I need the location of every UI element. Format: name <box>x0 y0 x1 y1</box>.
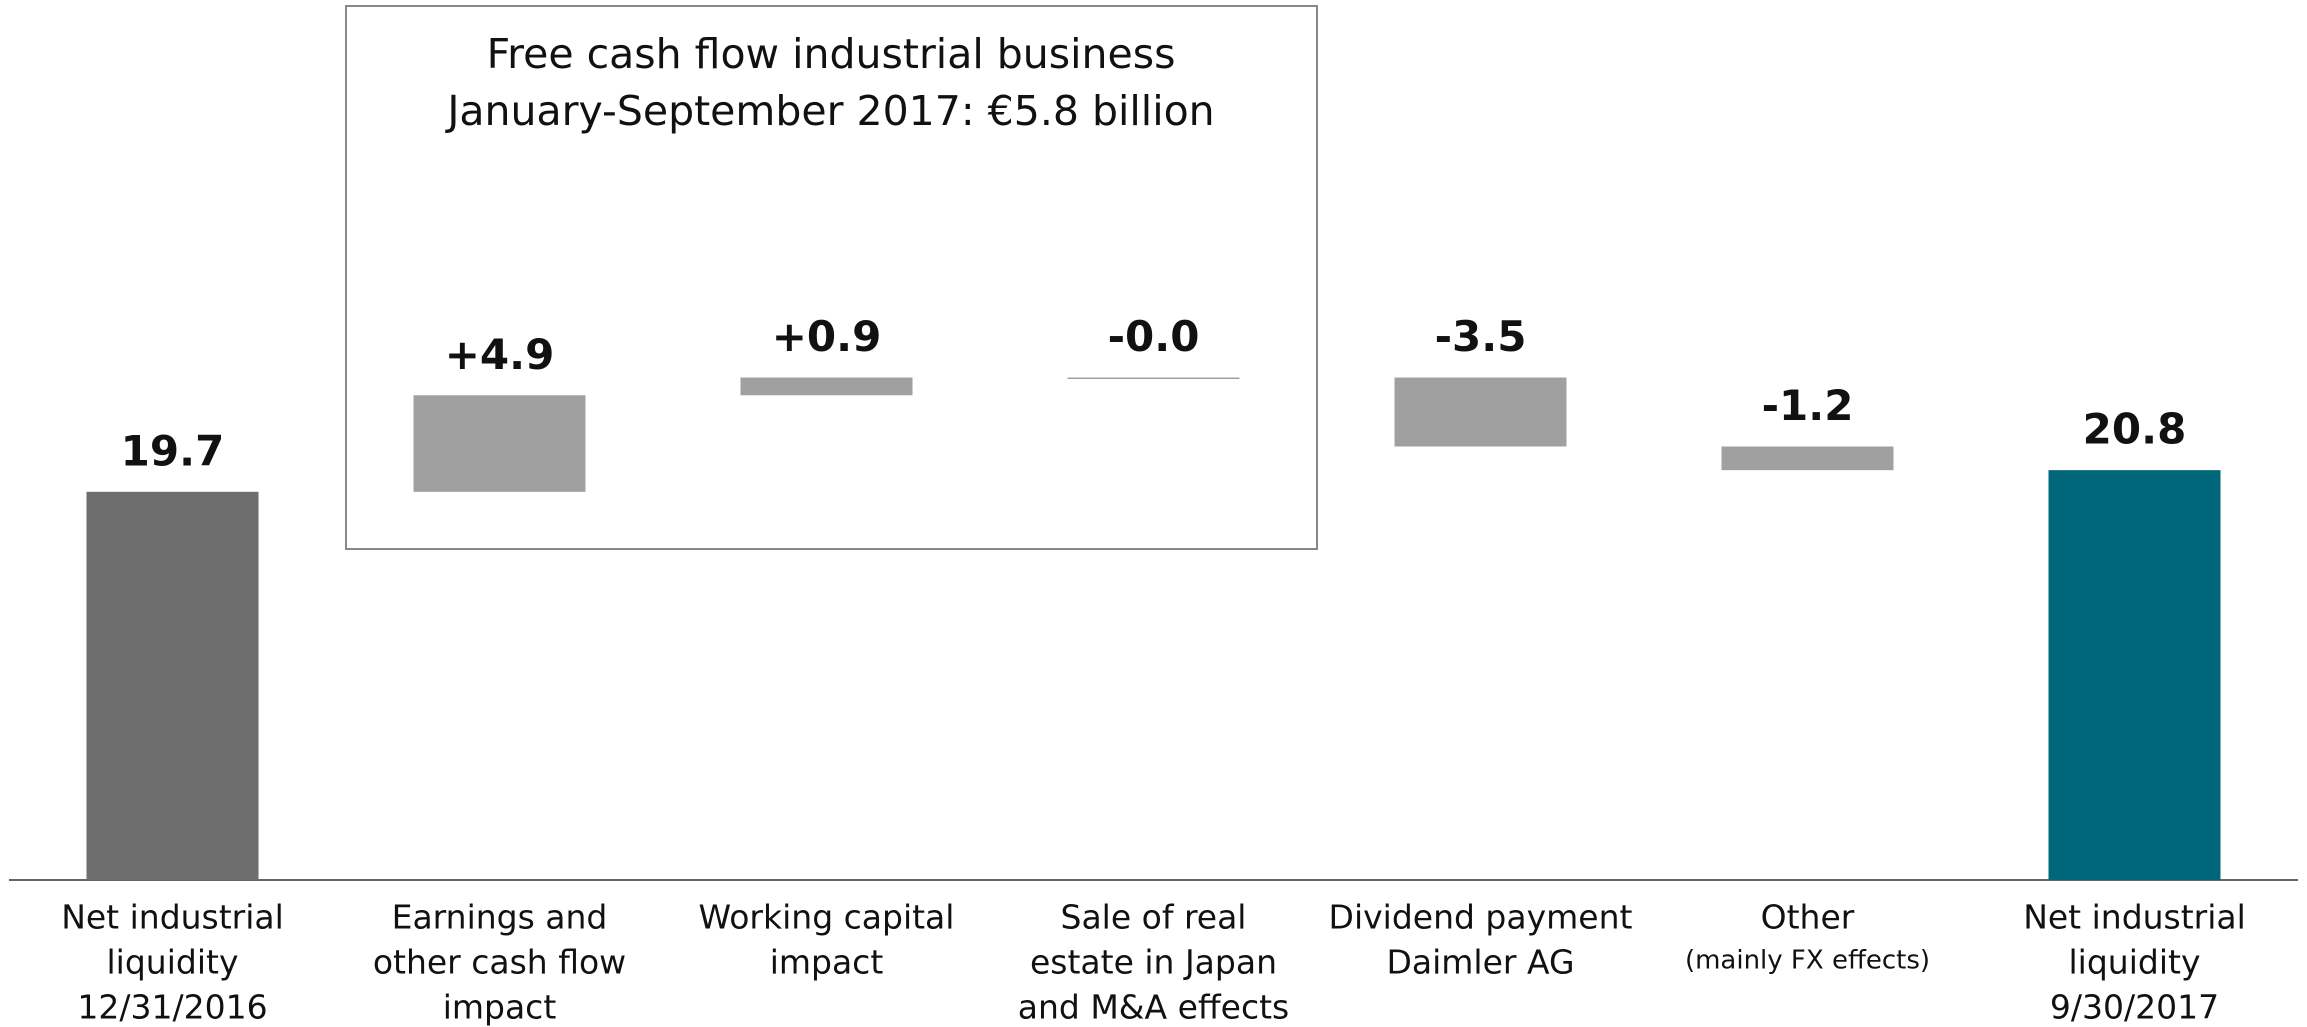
x-tick-label: Sale of real <box>1061 898 1247 937</box>
x-tick-label: liquidity <box>107 943 239 982</box>
value-label: 19.7 <box>121 426 225 475</box>
value-label: 20.8 <box>2083 405 2187 454</box>
bar <box>2048 470 2221 880</box>
bar <box>86 491 259 880</box>
bar <box>413 395 586 492</box>
value-label: -0.0 <box>1108 312 1200 361</box>
x-tick-label: impact <box>443 988 557 1027</box>
x-tick-label: (mainly FX effects) <box>1685 946 1930 976</box>
x-tick-label: Net industrial <box>61 898 284 937</box>
x-tick-label: Working capital <box>699 898 955 937</box>
x-tick-label: and M&A effects <box>1018 988 1289 1027</box>
annotation-box <box>345 5 1318 550</box>
x-tick-label: liquidity <box>2069 943 2201 982</box>
value-label: +0.9 <box>772 312 882 361</box>
x-tick-label: other cash flow <box>373 943 626 982</box>
x-tick-label: estate in Japan <box>1030 943 1277 982</box>
value-label: -3.5 <box>1435 312 1527 361</box>
annotation-line: January-September 2017: €5.8 billion <box>444 87 1214 135</box>
x-tick-label: 9/30/2017 <box>2050 988 2219 1027</box>
x-tick-label: Net industrial <box>2023 898 2246 937</box>
bar <box>1067 377 1240 380</box>
x-tick-label: Earnings and <box>392 898 608 937</box>
bar <box>740 377 913 396</box>
x-tick-label: Other <box>1761 898 1855 937</box>
value-label: -1.2 <box>1762 381 1854 430</box>
x-tick-label: 12/31/2016 <box>77 988 267 1027</box>
annotation-line: Free cash flow industrial business <box>487 30 1176 78</box>
bar <box>1394 377 1567 447</box>
x-tick-label: Dividend payment <box>1329 898 1633 937</box>
bar <box>1721 446 1894 471</box>
x-tick-label: Daimler AG <box>1386 943 1574 982</box>
x-tick-label: impact <box>770 943 884 982</box>
value-label: +4.9 <box>445 330 555 379</box>
